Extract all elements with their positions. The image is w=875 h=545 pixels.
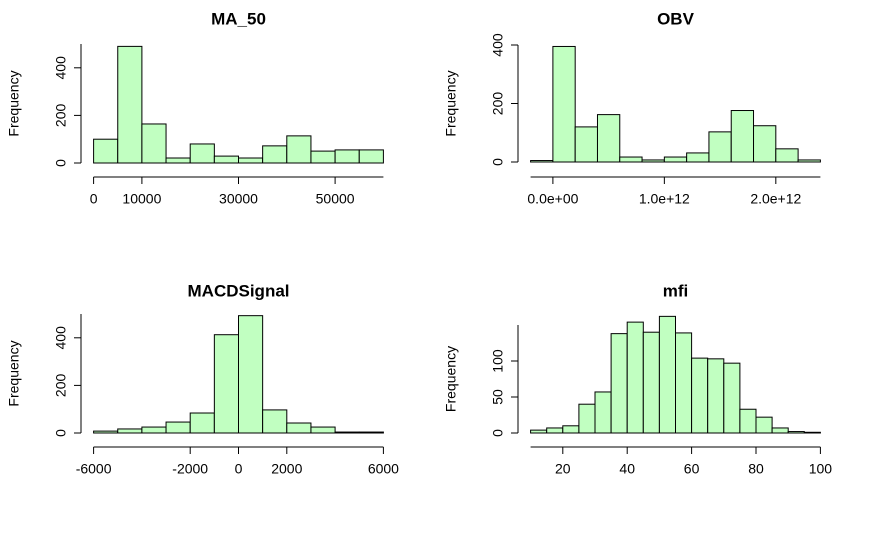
bar	[707, 358, 725, 434]
y-tick-label: 0	[490, 158, 506, 166]
bar	[610, 333, 628, 434]
bar	[691, 357, 709, 434]
bar	[723, 362, 741, 434]
x-tick-label: 100	[809, 461, 833, 477]
x-tick-label: 80	[748, 461, 764, 477]
bar	[141, 426, 167, 434]
y-tick-label: 0	[490, 429, 506, 437]
x-tick-label: 0	[90, 191, 98, 207]
bar	[117, 45, 143, 164]
bar	[189, 143, 215, 164]
bar	[596, 114, 621, 163]
bar	[93, 430, 119, 434]
y-axis-title: Frequency	[443, 70, 459, 136]
bar	[574, 126, 598, 163]
bar	[189, 412, 215, 434]
bar	[658, 315, 677, 434]
bar	[213, 155, 240, 164]
x-tick-label: 50000	[316, 191, 355, 207]
y-axis-title: Frequency	[6, 70, 22, 136]
bar	[238, 157, 264, 164]
x-tick-label: 6000	[368, 461, 399, 477]
bar	[141, 123, 167, 164]
x-tick-label: 40	[619, 461, 635, 477]
bar	[730, 110, 755, 163]
bar	[642, 331, 660, 434]
bar	[663, 156, 688, 163]
bar	[619, 156, 643, 163]
bar	[310, 150, 336, 164]
x-tick-label: 10000	[122, 191, 161, 207]
x-tick-label: 0.0e+00	[527, 191, 578, 207]
y-tick-label: 0	[53, 429, 69, 437]
x-tick-label: 2000	[271, 461, 302, 477]
chart-title: OBV	[657, 9, 695, 28]
x-tick-label: 2.0e+12	[750, 191, 801, 207]
bar	[117, 428, 143, 434]
bar	[686, 152, 710, 163]
x-tick-label: 60	[684, 461, 700, 477]
bar	[530, 160, 554, 163]
x-tick-label: -2000	[172, 461, 208, 477]
y-axis-title: Frequency	[6, 340, 22, 406]
chart-title: MACDSignal	[188, 281, 290, 300]
bar	[358, 149, 384, 164]
x-tick-label: 20	[555, 461, 571, 477]
bar	[93, 138, 119, 164]
bar	[775, 148, 799, 163]
y-tick-label: 200	[490, 92, 506, 116]
y-tick-label: 200	[53, 104, 69, 128]
bar	[797, 159, 821, 163]
bar	[739, 408, 757, 434]
x-tick-label: 0	[235, 461, 243, 477]
bar	[708, 131, 732, 163]
y-tick-label: 200	[53, 374, 69, 398]
bar	[165, 421, 191, 434]
bar	[578, 403, 596, 434]
y-tick-label: 50	[490, 389, 506, 405]
bar	[213, 334, 240, 434]
bar	[787, 431, 805, 434]
bar	[626, 321, 644, 434]
bar	[165, 157, 191, 164]
bar	[238, 315, 264, 434]
bar	[546, 427, 564, 434]
bar	[286, 422, 312, 434]
bar	[552, 45, 576, 163]
bar	[262, 409, 288, 434]
bar	[334, 431, 360, 434]
bar	[755, 416, 773, 434]
y-axis-title: Frequency	[443, 346, 459, 412]
bar	[753, 125, 777, 163]
bar	[334, 149, 360, 164]
y-tick-label: 100	[490, 349, 506, 373]
y-tick-label: 400	[53, 326, 69, 350]
bar	[262, 145, 288, 164]
x-tick-label: 1.0e+12	[639, 191, 690, 207]
chart-title: MA_50	[211, 9, 266, 28]
bar	[358, 431, 384, 434]
y-tick-label: 0	[53, 159, 69, 167]
chart-title: mfi	[663, 281, 689, 300]
bar	[803, 431, 821, 434]
bar	[310, 426, 336, 434]
bar	[594, 391, 612, 434]
bar	[286, 135, 312, 164]
bar	[530, 429, 548, 434]
bar	[562, 425, 580, 434]
bar	[675, 332, 693, 434]
x-tick-label: -6000	[76, 461, 112, 477]
y-tick-label: 400	[53, 56, 69, 80]
bar	[771, 427, 789, 434]
x-tick-label: 30000	[219, 191, 258, 207]
y-tick-label: 400	[490, 33, 506, 57]
bar	[641, 159, 665, 163]
